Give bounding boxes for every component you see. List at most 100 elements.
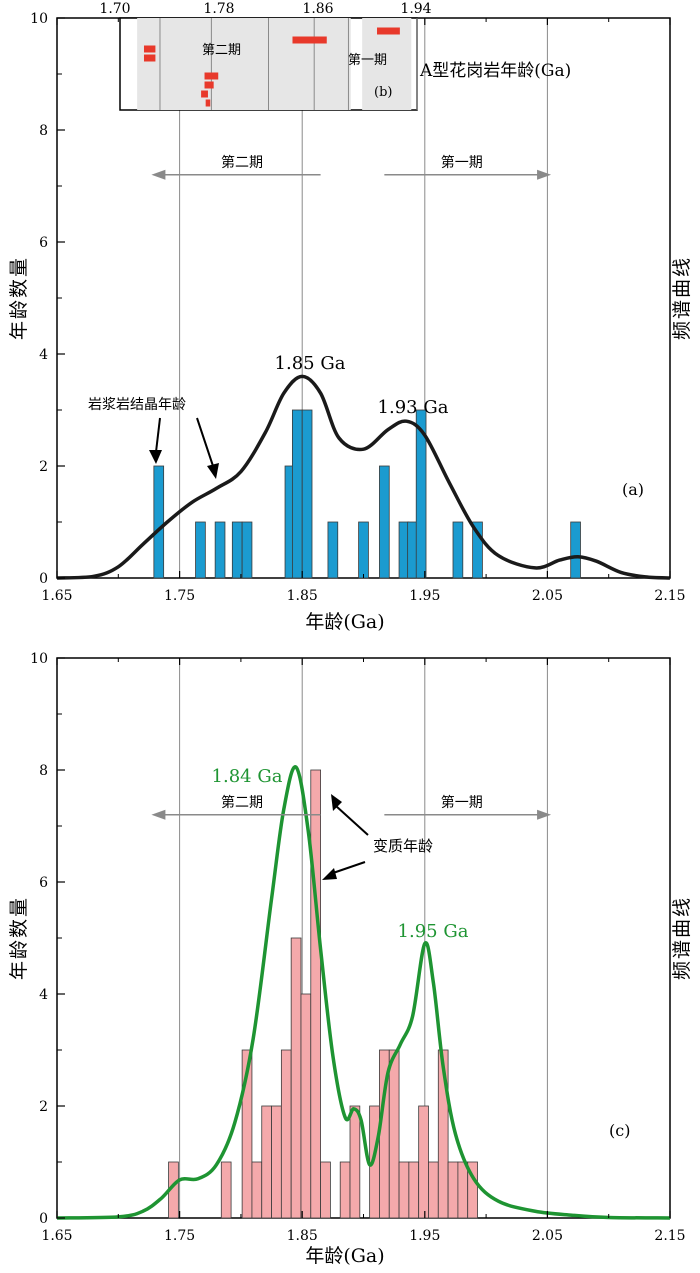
panel-c-y2-axis-title: 频谱曲线 bbox=[671, 896, 693, 980]
histogram-bar bbox=[327, 521, 339, 579]
inset-age-bar bbox=[143, 45, 156, 53]
y-tick-label: 6 bbox=[39, 235, 48, 251]
phase-arrow-head bbox=[537, 169, 552, 180]
inset-tick-label: 1.78 bbox=[203, 1, 234, 17]
inset-age-bar bbox=[204, 72, 219, 80]
x-tick-label: 2.15 bbox=[654, 588, 685, 604]
x-tick-label: 1.95 bbox=[409, 1228, 440, 1244]
panel-c-label: (c) bbox=[609, 1121, 630, 1140]
magmatic-arrow-head bbox=[207, 463, 219, 479]
phase-arrow-label: 第一期 bbox=[441, 794, 483, 811]
histogram-bar bbox=[261, 1105, 272, 1219]
inset-tick-label: 1.94 bbox=[400, 1, 431, 17]
metamorphic-arrow-shaft bbox=[332, 861, 366, 874]
histogram-bar bbox=[467, 1161, 478, 1219]
inset-title: A型花岗岩年龄(Ga) bbox=[419, 61, 571, 81]
inset-age-bar bbox=[205, 99, 211, 107]
panel-c-x-axis-title: 年龄(Ga) bbox=[305, 1245, 384, 1267]
histogram-bar bbox=[290, 937, 302, 1219]
inset-age-bar bbox=[143, 54, 156, 62]
panel-c-bars bbox=[168, 769, 478, 1219]
x-tick-label: 1.75 bbox=[164, 1228, 195, 1244]
panel-a-bars bbox=[153, 409, 581, 579]
x-tick-label: 1.85 bbox=[287, 1228, 318, 1244]
inset-phase-2-band bbox=[137, 18, 351, 110]
magmatic-age-label: 岩浆岩结晶年龄 bbox=[88, 397, 186, 413]
x-tick-label: 1.65 bbox=[41, 1228, 72, 1244]
histogram-bar bbox=[300, 993, 312, 1219]
y-tick-label: 2 bbox=[39, 459, 48, 475]
panel-c-phase-arrows: 第二期 第一期 bbox=[151, 794, 552, 820]
metamorphic-age-label: 变质年龄 bbox=[373, 837, 433, 855]
inset-phase-1-label: 第一期 bbox=[348, 53, 387, 68]
inset-age-bar bbox=[204, 81, 214, 89]
y-tick-label: 4 bbox=[39, 987, 48, 1003]
phase-arrow-head bbox=[151, 809, 166, 820]
histogram-bar bbox=[339, 1161, 351, 1219]
histogram-bar bbox=[428, 1161, 439, 1219]
y-tick-label: 2 bbox=[39, 1099, 48, 1115]
inset-tick-label: 1.70 bbox=[99, 1, 130, 17]
peak-label-1-93: 1.93 Ga bbox=[378, 397, 449, 418]
phase-arrow-label: 第二期 bbox=[221, 154, 263, 171]
histogram-bar bbox=[280, 1049, 292, 1219]
histogram-bar bbox=[220, 1161, 232, 1219]
x-tick-label: 1.85 bbox=[287, 588, 318, 604]
histogram-bar bbox=[398, 1161, 410, 1219]
histogram-bar bbox=[349, 1105, 361, 1219]
metamorphic-arrow-shaft bbox=[335, 805, 369, 836]
peak-label-1-95: 1.95 Ga bbox=[398, 921, 469, 942]
inset-phase-2-label: 第二期 bbox=[202, 43, 241, 58]
histogram-bar bbox=[241, 521, 253, 579]
histogram-bar bbox=[231, 521, 243, 579]
y-tick-label: 8 bbox=[39, 123, 48, 139]
panel-a-y2-axis-title: 频谱曲线 bbox=[671, 256, 693, 340]
peak-label-1-84: 1.84 Ga bbox=[212, 766, 283, 787]
panel-a-phase-arrows: 第二期 第一期 bbox=[151, 154, 552, 180]
y-tick-label: 10 bbox=[30, 11, 48, 27]
histogram-bar bbox=[214, 521, 226, 579]
histogram-bar bbox=[388, 1049, 400, 1219]
inset-panel-label: (b) bbox=[374, 85, 392, 100]
magmatic-arrow-head bbox=[149, 450, 162, 464]
histogram-bar bbox=[457, 1161, 469, 1219]
histogram-bar bbox=[320, 1161, 331, 1219]
metamorphic-arrow-head bbox=[331, 794, 342, 811]
histogram-bar bbox=[153, 465, 165, 579]
inset-age-bar bbox=[377, 27, 400, 35]
histogram-bar bbox=[415, 409, 427, 579]
panel-a-y-axis-title: 年龄数量 bbox=[8, 256, 30, 340]
x-tick-label: 2.05 bbox=[532, 588, 563, 604]
inset-body bbox=[137, 18, 418, 110]
magmatic-arrow-shaft bbox=[155, 417, 161, 453]
y-tick-label: 0 bbox=[39, 1211, 48, 1227]
histogram-bar bbox=[301, 409, 313, 579]
y-tick-label: 8 bbox=[39, 763, 48, 779]
phase-arrow-head bbox=[151, 169, 166, 180]
panel-c-chart: 1.65 1.75 1.85 1.95 2.05 2.15 0 2 4 6 8 10 第二期 第一期 1… bbox=[8, 651, 693, 1267]
phase-arrow-label: 第一期 bbox=[441, 154, 483, 171]
magmatic-arrow-shaft bbox=[196, 417, 214, 467]
y-tick-label: 0 bbox=[39, 571, 48, 587]
histogram-bar bbox=[251, 1161, 263, 1219]
x-tick-label: 1.75 bbox=[164, 588, 195, 604]
histogram-bar bbox=[452, 521, 464, 579]
inset-b-granite-ages: 第二期 第一期 (b) A型花岗岩年龄(Ga) bbox=[119, 17, 571, 111]
panel-a-label: (a) bbox=[622, 480, 644, 499]
histogram-bar bbox=[418, 1105, 429, 1219]
histogram-bar bbox=[291, 409, 303, 579]
inset-age-bar bbox=[201, 90, 208, 98]
x-tick-label: 1.65 bbox=[41, 588, 72, 604]
phase-arrow-label: 第二期 bbox=[221, 794, 263, 811]
panel-a-x-axis-title: 年龄(Ga) bbox=[305, 611, 384, 633]
peak-label-1-85: 1.85 Ga bbox=[275, 353, 346, 374]
y-tick-label: 4 bbox=[39, 347, 48, 363]
panel-a-spectrum-curve bbox=[56, 374, 671, 580]
phase-arrow-head bbox=[537, 809, 552, 820]
histogram-bar bbox=[195, 521, 206, 579]
panel-c-ticks: 1.65 1.75 1.85 1.95 2.05 2.15 0 2 4 6 8 10 bbox=[30, 651, 685, 1244]
histogram-bar bbox=[379, 465, 390, 579]
x-tick-label: 2.05 bbox=[532, 1228, 563, 1244]
